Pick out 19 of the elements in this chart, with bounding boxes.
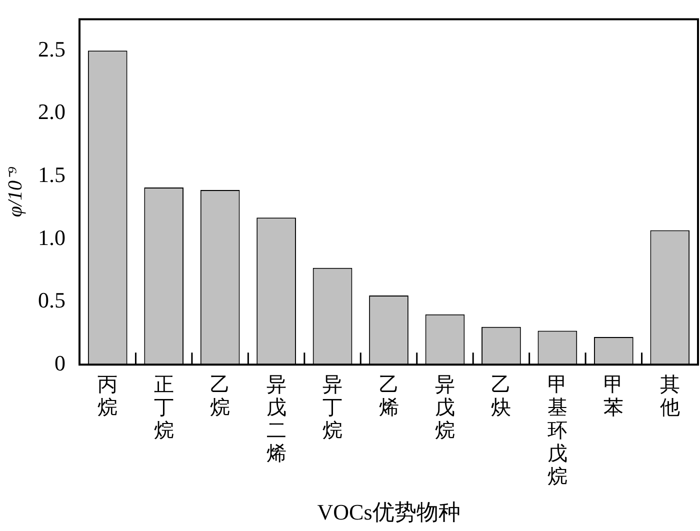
x-tick-label: 异戊烷 [434,372,455,442]
x-tick-label: 甲基环戊烷 [547,372,568,488]
x-tick-label: 其他 [660,372,680,419]
y-tick-label: 0.5 [38,288,66,313]
y-tick-label: 0 [54,350,66,376]
y-axis-title: φ/10⁻⁹ [4,166,26,218]
x-tick-label: 乙烯 [378,372,399,419]
x-tick-label: 正丁烷 [154,372,174,442]
x-tick-label: 异丁烷 [322,372,343,442]
x-tick-label: 乙炔 [491,372,512,419]
y-tick-label: 2.0 [38,99,66,124]
y-tick-label: 1.0 [38,224,66,250]
x-axis-title: VOCs优势物种 [317,500,460,525]
x-tick-label: 异戊二烯 [266,372,286,465]
y-tick-label: 2.5 [38,36,66,62]
y-tick-label: 1.5 [38,162,66,187]
x-tick-label: 乙烷 [210,372,230,419]
x-tick-label: 丙烷 [98,372,118,419]
x-tick-label: 甲苯 [604,372,624,419]
